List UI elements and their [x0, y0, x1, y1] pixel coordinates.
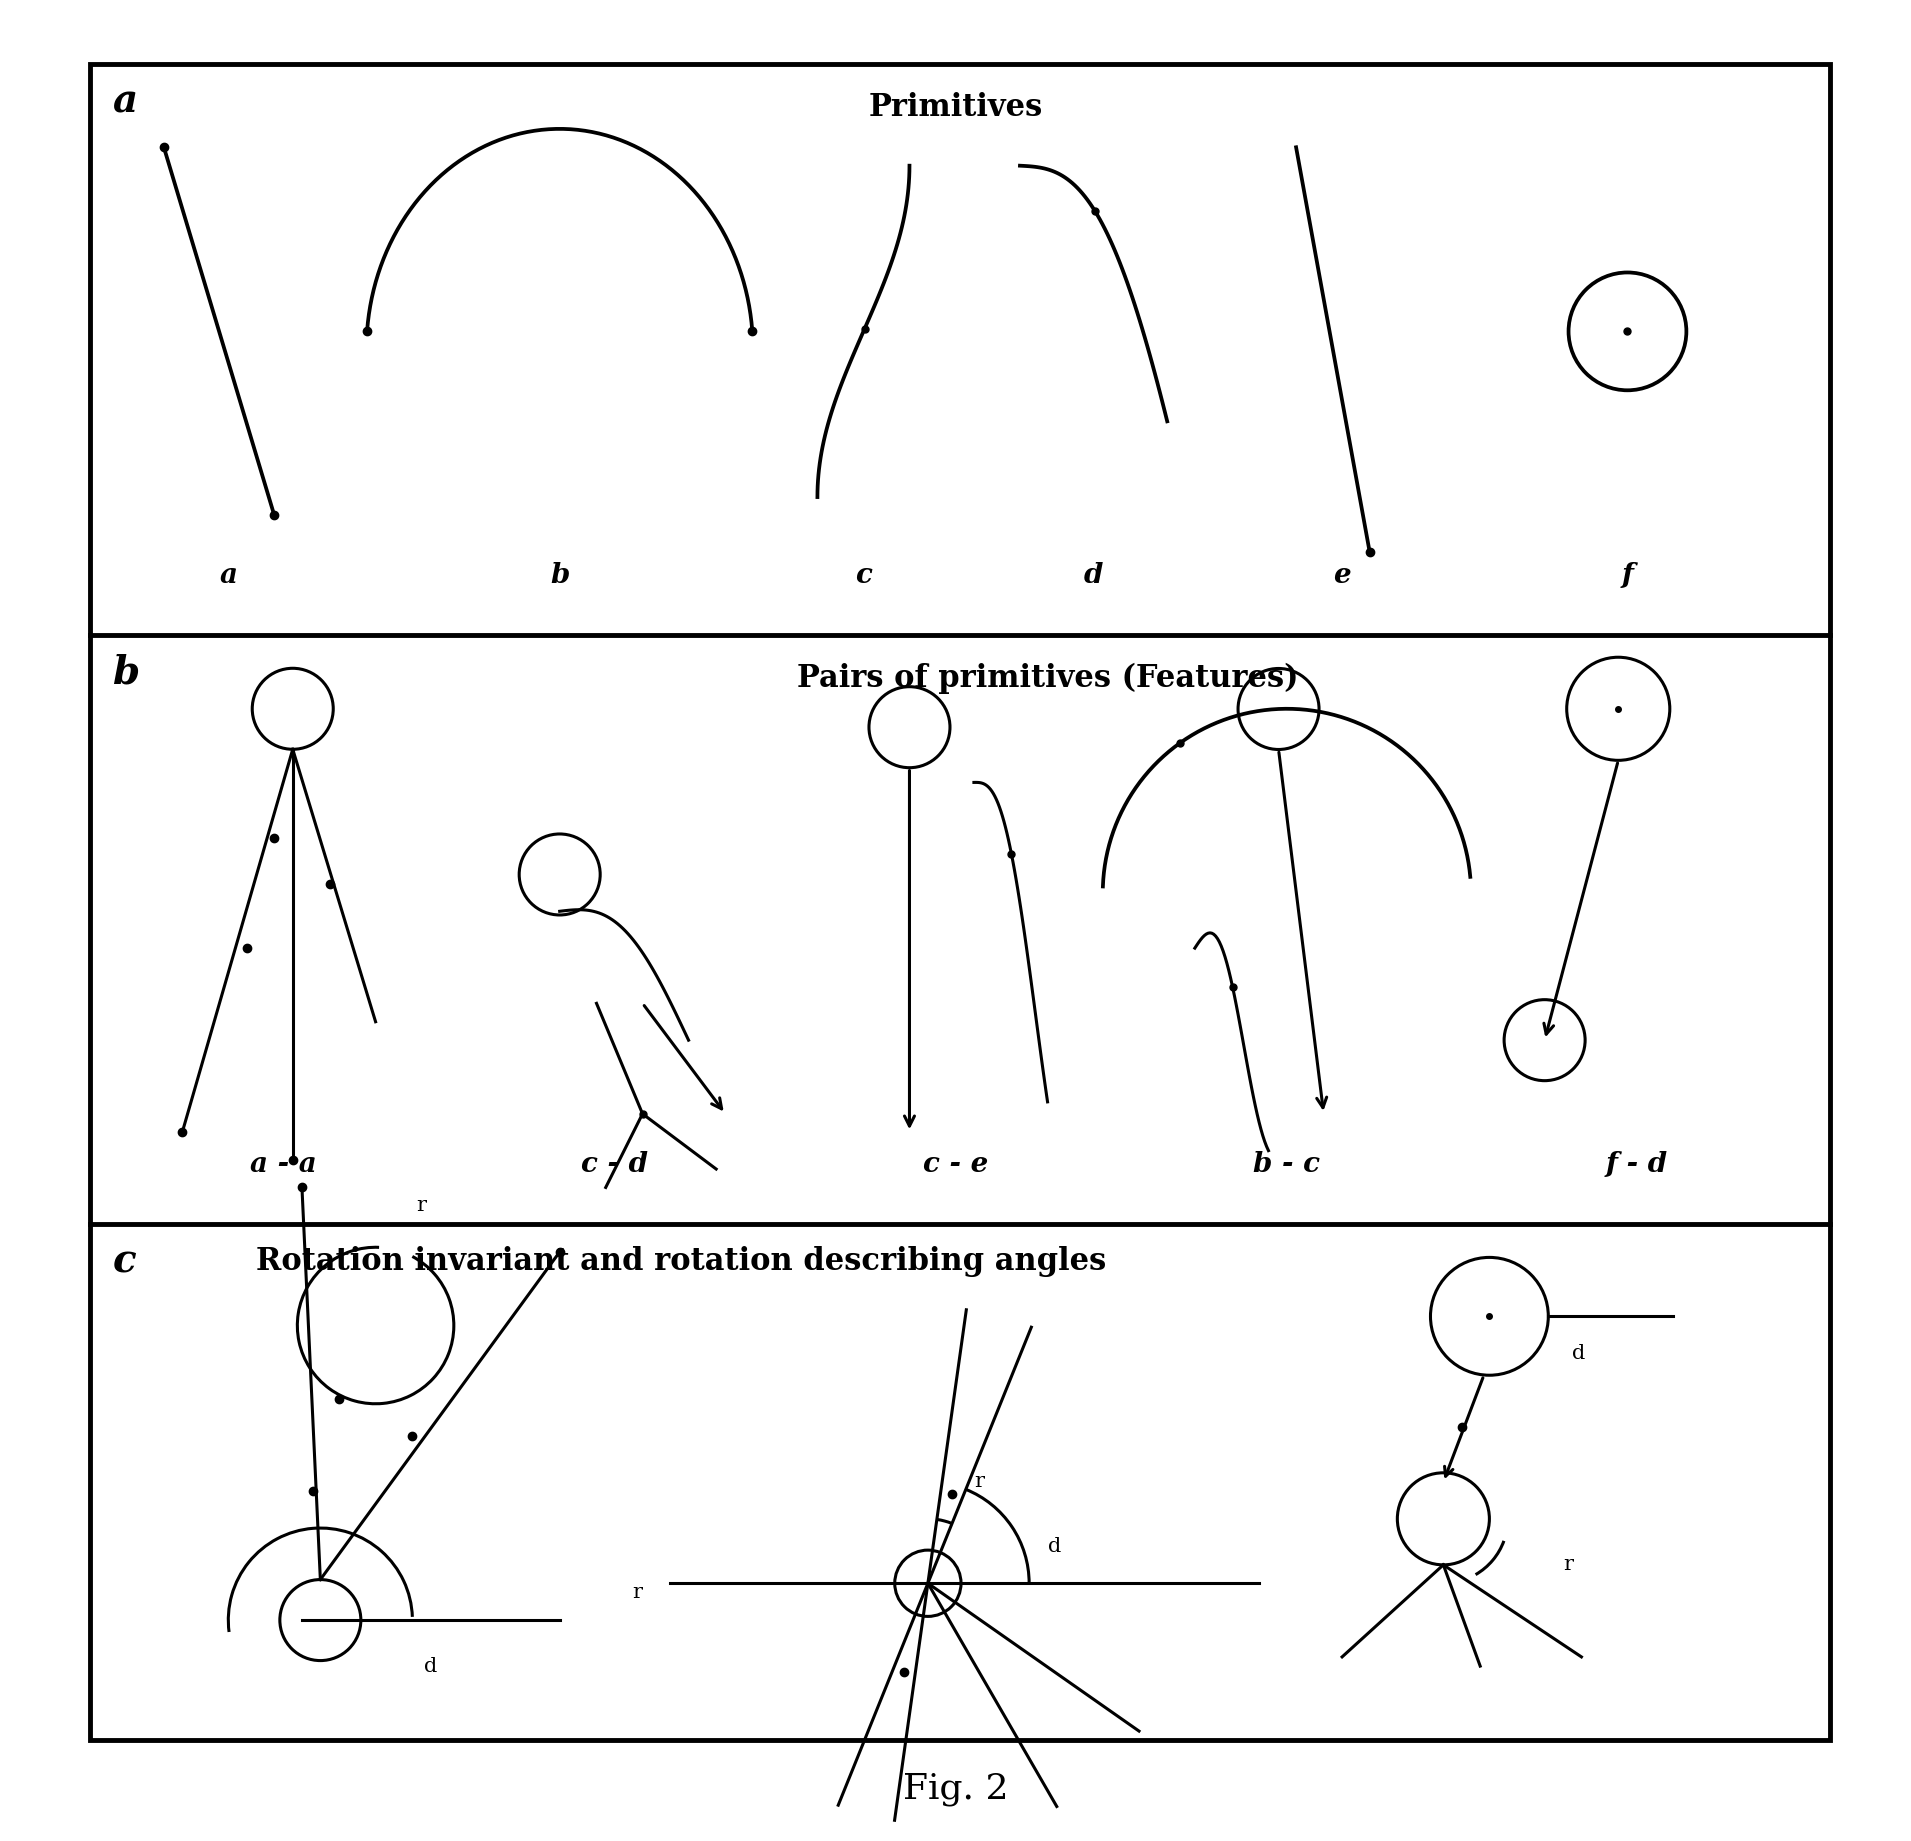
Text: a: a — [113, 83, 138, 122]
Text: d: d — [1573, 1344, 1586, 1362]
Text: a - a: a - a — [250, 1151, 317, 1178]
Text: r: r — [975, 1473, 984, 1491]
Text: c - e: c - e — [923, 1151, 988, 1178]
Text: c: c — [854, 562, 871, 589]
Text: r: r — [1563, 1556, 1573, 1574]
Text: d: d — [424, 1657, 438, 1675]
Text: r: r — [633, 1583, 642, 1602]
Text: b: b — [113, 654, 140, 692]
Text: Rotation invariant and rotation describing angles: Rotation invariant and rotation describi… — [256, 1246, 1106, 1278]
Text: Fig. 2: Fig. 2 — [902, 1773, 1009, 1806]
Text: e: e — [1334, 562, 1351, 589]
Text: b - c: b - c — [1254, 1151, 1321, 1178]
Text: b: b — [550, 562, 569, 589]
Text: f: f — [1621, 562, 1634, 589]
Text: Pairs of primitives (Features): Pairs of primitives (Features) — [797, 663, 1298, 694]
Text: c - d: c - d — [581, 1151, 648, 1178]
Text: r: r — [417, 1197, 426, 1215]
Text: d: d — [1084, 562, 1103, 589]
Text: c: c — [113, 1243, 136, 1281]
Text: d: d — [1047, 1537, 1061, 1556]
Text: a: a — [220, 562, 237, 589]
Text: Primitives: Primitives — [868, 92, 1043, 123]
Text: f - d: f - d — [1605, 1151, 1668, 1178]
